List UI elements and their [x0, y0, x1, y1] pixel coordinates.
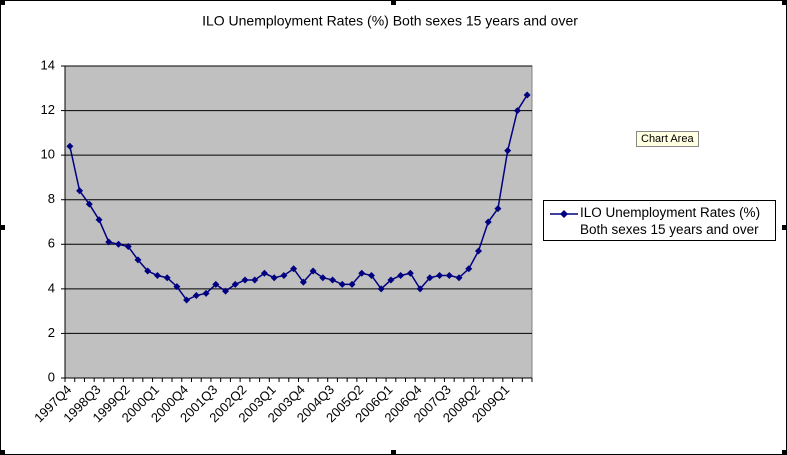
- data-point: [358, 269, 366, 277]
- y-tick-label: 6: [48, 236, 55, 251]
- data-point: [348, 280, 356, 288]
- y-tick-label: 0: [48, 369, 55, 384]
- data-point: [95, 216, 103, 224]
- data-point: [260, 269, 268, 277]
- data-point: [367, 271, 375, 279]
- legend-diamond: [560, 210, 568, 218]
- data-point: [192, 292, 200, 300]
- y-tick-label: 12: [41, 102, 55, 117]
- tooltip: Chart Area: [636, 131, 699, 147]
- data-point: [76, 187, 84, 195]
- data-point: [222, 287, 230, 295]
- data-point: [105, 238, 113, 246]
- legend: ILO Unemployment Rates (%) Both sexes 15…: [543, 200, 776, 241]
- data-point: [455, 274, 463, 282]
- data-point: [397, 271, 405, 279]
- chart-title: ILO Unemployment Rates (%) Both sexes 15…: [202, 13, 578, 29]
- y-tick-label: 4: [48, 280, 55, 295]
- data-point: [163, 274, 171, 282]
- plot-area: [64, 65, 533, 379]
- data-point: [202, 289, 210, 297]
- data-point: [299, 278, 307, 286]
- legend-label: ILO Unemployment Rates (%) Both sexes 15…: [580, 205, 761, 237]
- data-point: [212, 280, 220, 288]
- data-point: [436, 271, 444, 279]
- data-point: [309, 267, 317, 275]
- handle: [391, 450, 396, 455]
- data-point: [494, 205, 502, 213]
- y-tick-label: 14: [41, 57, 55, 72]
- data-point: [513, 107, 521, 115]
- data-point: [445, 271, 453, 279]
- data-point: [387, 276, 395, 284]
- data-point: [241, 276, 249, 284]
- data-point: [338, 280, 346, 288]
- y-tick-label: 10: [41, 147, 55, 162]
- data-point: [523, 91, 531, 99]
- data-point: [416, 285, 424, 293]
- data-point: [144, 267, 152, 275]
- data-point: [153, 271, 161, 279]
- data-point: [484, 218, 492, 226]
- data-point: [504, 147, 512, 155]
- legend-marker: [550, 210, 578, 218]
- data-point: [66, 142, 74, 150]
- data-point: [377, 285, 385, 293]
- handle: [782, 225, 787, 230]
- data-point: [173, 283, 181, 291]
- data-point: [290, 265, 298, 273]
- data-point: [280, 271, 288, 279]
- y-tick-label: 2: [48, 325, 55, 340]
- handle: [0, 225, 5, 230]
- handle: [782, 0, 787, 5]
- data-point: [474, 247, 482, 255]
- handle: [391, 0, 396, 5]
- data-point: [124, 243, 132, 251]
- data-point: [406, 269, 414, 277]
- data-point: [270, 274, 278, 282]
- handle: [0, 0, 5, 5]
- data-point: [85, 200, 93, 208]
- data-point: [319, 274, 327, 282]
- data-point: [426, 274, 434, 282]
- y-tick-label: 8: [48, 191, 55, 206]
- data-point: [231, 280, 239, 288]
- data-point: [134, 256, 142, 264]
- data-point: [465, 265, 473, 273]
- handle: [0, 450, 5, 455]
- data-point: [183, 296, 191, 304]
- data-point: [329, 276, 337, 284]
- data-point: [251, 276, 259, 284]
- data-point: [115, 240, 123, 248]
- handle: [782, 450, 787, 455]
